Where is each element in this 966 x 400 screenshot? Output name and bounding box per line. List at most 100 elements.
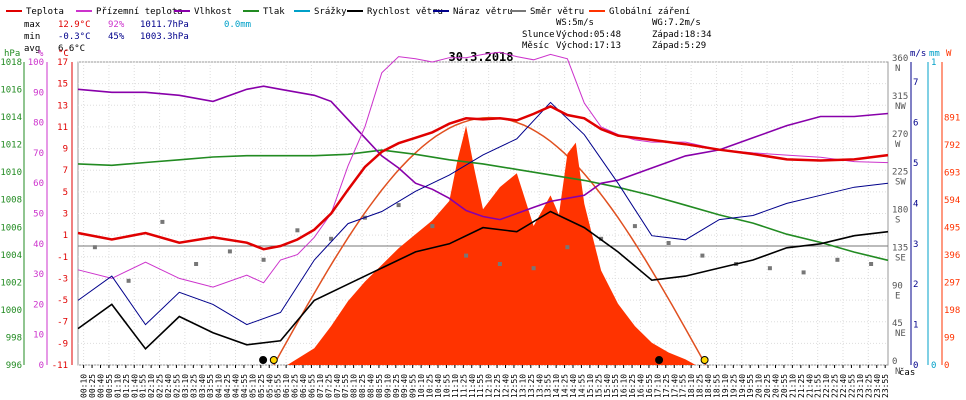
wind-dir-label: SW (895, 178, 906, 188)
humidity-axis-tick: 20 (33, 300, 44, 310)
legend-label: Tlak (263, 7, 285, 17)
x-tick-label: 00:40 (97, 374, 106, 398)
temperature-axis-tick: -7 (57, 318, 68, 328)
ground-temp-line (77, 51, 889, 288)
radiation-tick: 792 (944, 141, 960, 151)
wind-dir-point (430, 224, 435, 229)
x-tick-label: 17:55 (679, 374, 688, 398)
pressure-axis-tick: 1008 (0, 196, 22, 206)
wind-dir-point (767, 266, 772, 271)
stat-max-press: 1011.7hPa (140, 20, 189, 30)
wind-speed-unit: m/s (910, 49, 926, 59)
x-tick-label: 16:55 (645, 374, 654, 398)
radiation-tick: 99 (944, 333, 955, 343)
x-tick-label: 18:40 (704, 374, 713, 398)
temperature-axis-tick: 17 (57, 58, 68, 68)
x-tick-label: 20:55 (780, 374, 789, 398)
pressure-axis-tick: 1006 (0, 223, 22, 233)
legend-label: Náraz větru (453, 7, 513, 17)
legend-label: Srážky (314, 7, 347, 17)
wind-dir-label: SE (895, 253, 906, 263)
wind-speed-tick: 4 (913, 199, 918, 209)
x-tick-label: 17:25 (662, 374, 671, 398)
x-tick-label: 21:55 (814, 374, 823, 398)
wind-dir-point (194, 262, 199, 266)
temperature-axis-tick: 3 (63, 210, 68, 220)
wind-dir-point (92, 245, 97, 250)
radiation-tick: 198 (944, 306, 960, 316)
x-tick-label: 04:55 (240, 374, 249, 398)
humidity-axis-tick: 70 (33, 149, 44, 159)
radiation-tick: 495 (944, 223, 960, 233)
wind-dir-point (801, 270, 806, 275)
legend-label: Směr větru (530, 7, 584, 17)
x-tick-label: 11:10 (451, 374, 460, 398)
sun-label: Slunce (522, 30, 555, 40)
moonset-marker (259, 356, 268, 364)
x-tick-label: 04:10 (215, 374, 224, 398)
x-tick-label: 10:10 (417, 374, 426, 398)
x-tick-label: 03:40 (198, 374, 207, 398)
x-tick-label: 22:10 (822, 374, 831, 398)
moonrise-marker (655, 356, 664, 364)
temperature-axis-unit: °C (58, 49, 69, 59)
humidity-axis-tick: 60 (33, 179, 44, 189)
sunset-value: Západ:18:34 (652, 30, 712, 40)
x-tick-label: 19:25 (729, 374, 738, 398)
humidity-axis-unit: % (38, 49, 44, 59)
temperature-axis-tick: -9 (57, 339, 68, 349)
pressure-axis-tick: 996 (6, 361, 22, 371)
temperature-axis-tick: 13 (57, 101, 68, 111)
x-tick-label: 09:10 (383, 374, 392, 398)
wind-dir-tick: 0 (892, 357, 897, 367)
x-tick-label: 01:10 (113, 374, 122, 398)
humidity-axis-tick: 80 (33, 119, 44, 129)
wind-dir-tick: 360 (892, 54, 908, 64)
sunset-marker (700, 356, 709, 364)
x-tick-label: 06:10 (282, 374, 291, 398)
wind-dir-label: N (895, 367, 900, 377)
wind-speed-tick: 5 (913, 159, 918, 169)
wind-dir-label: N (895, 64, 900, 74)
humidity-axis-tick: 10 (33, 331, 44, 341)
stat-min-label: min (24, 32, 40, 42)
pressure-axis-unit: hPa (4, 49, 20, 59)
wind-dir-point (396, 203, 401, 208)
pressure-line (77, 149, 889, 262)
x-tick-label: 00:10 (80, 374, 89, 398)
x-tick-label: 22:25 (831, 374, 840, 398)
x-tick-label: 07:10 (316, 374, 325, 398)
x-tick-label: 13:40 (535, 374, 544, 398)
x-tick-label: 16:10 (620, 374, 629, 398)
pressure-axis-tick: 1010 (0, 168, 22, 178)
wind-speed-tick: 3 (913, 240, 918, 250)
wind-dir-point (295, 228, 300, 233)
wind-dir-label: W (895, 140, 901, 150)
x-tick-label: 07:25 (324, 374, 333, 398)
humidity-axis-tick: 90 (33, 88, 44, 98)
x-tick-label: 22:40 (839, 374, 848, 398)
x-tick-label: 20:40 (772, 374, 781, 398)
pressure-axis-tick: 1000 (0, 306, 22, 316)
x-tick-label: 01:55 (139, 374, 148, 398)
wind-dir-point (666, 241, 671, 245)
wind-speed-tick: 1 (913, 321, 918, 331)
x-axis: 00:10 00:25 00:40 00:55 01:10 01:25 01:40 01:55… (80, 365, 890, 398)
wind-dir-point (160, 219, 165, 224)
x-tick-label: 08:40 (367, 374, 376, 398)
wind-dir-point (497, 262, 502, 266)
x-tick-label: 19:10 (721, 374, 730, 398)
x-tick-label: 03:55 (206, 374, 215, 398)
x-tick-label: 21:40 (805, 374, 814, 398)
x-tick-label: 11:55 (476, 374, 485, 398)
legend-label: Přízemní teplota (96, 7, 183, 17)
wind-dir-point (261, 257, 266, 262)
x-tick-label: 15:55 (611, 374, 620, 398)
humidity-axis-tick: 50 (33, 210, 44, 220)
sunrise-value: Východ:05:48 (556, 30, 621, 40)
wind-dir-label: E (895, 291, 900, 301)
temperature-line (77, 105, 889, 251)
x-tick-label: 11:40 (468, 374, 477, 398)
x-tick-label: 12:55 (510, 374, 519, 398)
x-tick-label: 15:10 (586, 374, 595, 398)
